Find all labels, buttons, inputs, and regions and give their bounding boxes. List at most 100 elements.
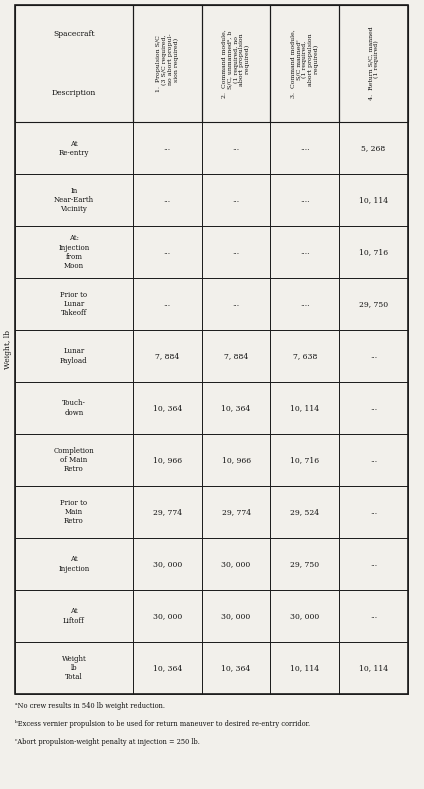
Text: In
Near-Earth
Vicinity: In Near-Earth Vicinity [54, 187, 94, 213]
Text: 3.  Command module,
    S/C mannedᶜ
    (1 required,
    abort propulsion
    re: 3. Command module, S/C mannedᶜ (1 requir… [290, 29, 319, 98]
Text: 10, 716: 10, 716 [359, 248, 388, 256]
Bar [271, 174, 339, 226]
Text: ...: ... [370, 352, 377, 360]
Text: 10, 716: 10, 716 [290, 456, 319, 464]
Text: 29, 750: 29, 750 [359, 300, 388, 308]
Bar [271, 642, 339, 694]
Text: 10, 364: 10, 364 [221, 664, 251, 672]
Text: ...: ... [370, 508, 377, 516]
Bar [202, 642, 271, 694]
Bar [133, 226, 202, 278]
Text: 5, 268: 5, 268 [362, 144, 386, 152]
Text: 10, 364: 10, 364 [221, 404, 251, 412]
Bar [202, 174, 271, 226]
Bar [15, 590, 133, 642]
Text: Description: Description [52, 89, 96, 97]
Text: Lunar
Payload: Lunar Payload [60, 347, 88, 365]
Text: ...: ... [370, 404, 377, 412]
Bar [133, 538, 202, 590]
Text: ....: .... [300, 248, 310, 256]
Bar [339, 330, 408, 382]
Bar [202, 382, 271, 434]
Text: 7, 638: 7, 638 [293, 352, 317, 360]
Bar [339, 382, 408, 434]
Text: 29, 524: 29, 524 [290, 508, 319, 516]
Text: ᵇExcess vernier propulsion to be used for return maneuver to desired re-entry co: ᵇExcess vernier propulsion to be used fo… [15, 720, 310, 728]
Text: Prior to
Main
Retro: Prior to Main Retro [60, 499, 87, 525]
Text: 30, 000: 30, 000 [221, 560, 251, 568]
Bar [15, 226, 133, 278]
Text: 7, 884: 7, 884 [224, 352, 248, 360]
Bar [339, 486, 408, 538]
Text: 10, 114: 10, 114 [359, 196, 388, 204]
Text: Prior to
Lunar
Takeoff: Prior to Lunar Takeoff [60, 291, 87, 317]
Text: 10, 966: 10, 966 [153, 456, 182, 464]
Bar [271, 278, 339, 330]
Bar [339, 278, 408, 330]
Bar [339, 174, 408, 226]
Text: 30, 000: 30, 000 [153, 612, 182, 620]
Bar [339, 5, 408, 122]
Text: 10, 114: 10, 114 [359, 664, 388, 672]
Text: 7, 884: 7, 884 [155, 352, 179, 360]
Text: 10, 114: 10, 114 [290, 664, 319, 672]
Text: At
Liftoff: At Liftoff [63, 608, 85, 625]
Text: ...: ... [164, 300, 171, 308]
Text: ...: ... [232, 144, 240, 152]
Bar [339, 122, 408, 174]
Text: ...: ... [232, 248, 240, 256]
Text: 10, 114: 10, 114 [290, 404, 319, 412]
Text: ...: ... [370, 560, 377, 568]
Bar [133, 434, 202, 486]
Bar [15, 538, 133, 590]
Bar [133, 330, 202, 382]
Bar [133, 174, 202, 226]
Bar [202, 486, 271, 538]
Text: Weight
lb
Total: Weight lb Total [61, 655, 86, 681]
Text: 29, 750: 29, 750 [290, 560, 319, 568]
Text: ....: .... [300, 144, 310, 152]
Bar [15, 330, 133, 382]
Bar [271, 538, 339, 590]
Text: ...: ... [164, 248, 171, 256]
Bar [271, 590, 339, 642]
Text: 10, 966: 10, 966 [221, 456, 251, 464]
Text: Touch-
down: Touch- down [62, 399, 86, 417]
Bar [133, 122, 202, 174]
Bar [202, 278, 271, 330]
Text: At
Injection: At Injection [59, 555, 89, 573]
Bar [202, 226, 271, 278]
Bar [339, 590, 408, 642]
Text: ...: ... [232, 300, 240, 308]
Text: ....: .... [300, 300, 310, 308]
Bar [15, 122, 133, 174]
Text: Weight, lb: Weight, lb [4, 330, 12, 369]
Bar [133, 5, 202, 122]
Bar [339, 538, 408, 590]
Text: ...: ... [164, 144, 171, 152]
Text: 30, 000: 30, 000 [153, 560, 182, 568]
Bar [133, 642, 202, 694]
Bar [271, 486, 339, 538]
Bar [202, 330, 271, 382]
Text: At:
Injection
from
Moon: At: Injection from Moon [59, 234, 89, 270]
Text: 29, 774: 29, 774 [153, 508, 182, 516]
Bar [133, 590, 202, 642]
Bar [271, 122, 339, 174]
Text: ...: ... [370, 456, 377, 464]
Text: ....: .... [300, 196, 310, 204]
Bar [15, 642, 133, 694]
Text: ...: ... [164, 196, 171, 204]
Bar [339, 434, 408, 486]
Text: 29, 774: 29, 774 [221, 508, 251, 516]
Bar [271, 382, 339, 434]
Text: 1.  Propulsion S/C
    (3 S/C required,
    no abort propul-
    sion required): 1. Propulsion S/C (3 S/C required, no ab… [156, 34, 179, 93]
Text: ...: ... [232, 196, 240, 204]
Bar [133, 382, 202, 434]
Text: 10, 364: 10, 364 [153, 404, 182, 412]
Text: At
Re-entry: At Re-entry [59, 140, 89, 157]
Text: 2.  Command module,
    S/C, unmannedᵃ, b
    (1 required, no
    abort propulsi: 2. Command module, S/C, unmannedᵃ, b (1 … [222, 29, 251, 98]
Bar [202, 434, 271, 486]
Bar [15, 5, 408, 694]
Text: ᶜAbort propulsion-weight penalty at injection = 250 lb.: ᶜAbort propulsion-weight penalty at inje… [15, 738, 200, 746]
